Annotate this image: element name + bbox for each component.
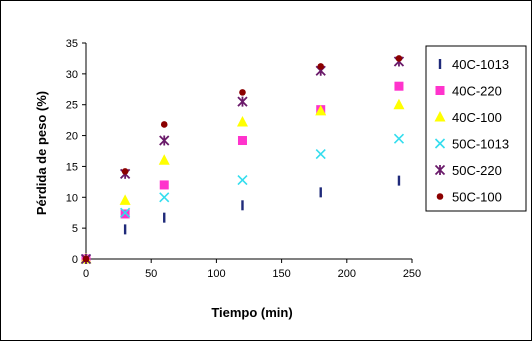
data-marks bbox=[80, 55, 405, 265]
legend-box bbox=[425, 45, 527, 212]
data-point bbox=[393, 133, 405, 144]
legend-label: 40C-100 bbox=[452, 110, 502, 125]
data-point bbox=[121, 168, 129, 175]
x-tick-label: 50 bbox=[145, 268, 157, 280]
data-point bbox=[237, 136, 247, 146]
legend-marker bbox=[434, 111, 446, 122]
x-tick-label: 250 bbox=[403, 268, 421, 280]
data-point bbox=[397, 175, 401, 186]
tick-labels: 0 5 10 15 20 25 30 35 0 50 100 150 200 250 bbox=[66, 38, 421, 280]
y-tick-label: 30 bbox=[66, 69, 78, 81]
y-tick-label: 5 bbox=[72, 223, 78, 235]
data-point bbox=[237, 96, 248, 107]
x-tick-label: 100 bbox=[207, 268, 225, 280]
legend-marker bbox=[435, 86, 445, 95]
data-point bbox=[123, 224, 127, 235]
data-point bbox=[160, 121, 168, 128]
legend-marker bbox=[434, 164, 446, 176]
y-tick-label: 35 bbox=[66, 38, 78, 50]
data-point bbox=[82, 255, 90, 263]
axes bbox=[82, 42, 413, 263]
data-point bbox=[119, 194, 131, 205]
data-point bbox=[163, 212, 166, 223]
data-point bbox=[236, 115, 248, 127]
data-point bbox=[241, 200, 244, 211]
legend-marker bbox=[436, 193, 444, 200]
data-point bbox=[315, 149, 326, 160]
legend: 40C-1013 40C-220 40C-100 50C-1013 50C-220 50C… bbox=[425, 45, 527, 212]
y-tick-label: 20 bbox=[66, 131, 78, 143]
series-50C-100 bbox=[82, 55, 403, 263]
data-point bbox=[319, 187, 322, 198]
data-point bbox=[394, 81, 404, 91]
data-point bbox=[159, 192, 170, 203]
y-tick-label: 0 bbox=[72, 254, 78, 266]
data-point bbox=[239, 89, 246, 96]
legend-label: 40C-1013 bbox=[452, 57, 509, 72]
data-point bbox=[159, 180, 169, 190]
y-tick-label: 25 bbox=[66, 100, 78, 112]
data-point bbox=[237, 174, 248, 186]
legend-label: 50C-220 bbox=[452, 163, 502, 178]
legend-label: 40C-220 bbox=[452, 84, 502, 99]
data-point bbox=[317, 63, 325, 70]
x-tick-label: 0 bbox=[83, 268, 89, 280]
legend-label: 50C-1013 bbox=[452, 137, 509, 152]
x-tick-label: 150 bbox=[272, 268, 290, 280]
x-tick-label: 200 bbox=[338, 268, 356, 280]
y-tick-label: 15 bbox=[66, 161, 78, 173]
legend-marker bbox=[438, 59, 442, 69]
y-axis-title: Pérdida de peso (%) bbox=[34, 91, 49, 215]
data-point bbox=[120, 207, 131, 218]
data-point bbox=[315, 104, 327, 116]
data-point bbox=[393, 98, 405, 110]
data-point bbox=[120, 209, 130, 219]
legend-label: 50C-100 bbox=[452, 190, 502, 205]
x-axis-title: Tiempo (min) bbox=[211, 305, 292, 320]
data-point bbox=[395, 55, 403, 62]
legend-marker bbox=[434, 138, 446, 149]
data-point bbox=[159, 135, 170, 146]
y-tick-label: 10 bbox=[66, 192, 78, 204]
data-point bbox=[158, 154, 170, 165]
